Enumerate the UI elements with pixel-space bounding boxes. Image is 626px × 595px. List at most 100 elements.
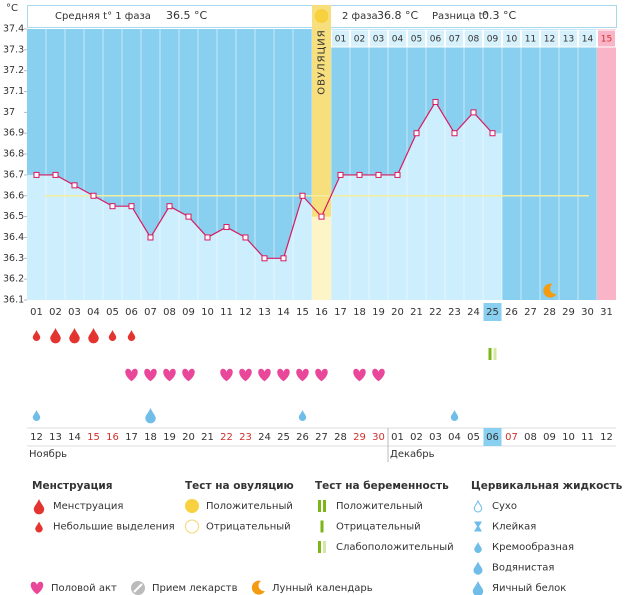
temperature-point bbox=[33, 171, 40, 178]
x-tick-label: 30 bbox=[581, 307, 594, 318]
x-tick-label: 05 bbox=[106, 307, 119, 318]
phase2-day: 03 bbox=[373, 35, 384, 45]
temperature-point bbox=[299, 192, 306, 199]
phase2-day-box bbox=[597, 29, 616, 48]
temperature-point bbox=[147, 234, 154, 241]
temperature-point bbox=[432, 98, 439, 105]
x-tick-label: 09 bbox=[182, 307, 195, 318]
drop-icon bbox=[33, 499, 45, 515]
legend-label: Яичный белок bbox=[492, 583, 566, 594]
x-tick-label: 07 bbox=[144, 307, 157, 318]
heart-icon bbox=[163, 368, 176, 382]
x-tick-label: 04 bbox=[87, 307, 100, 318]
temperature-point bbox=[71, 182, 78, 189]
bar-icon bbox=[318, 541, 321, 553]
date-label: 16 bbox=[106, 432, 119, 443]
x-tick-label: 31 bbox=[600, 307, 613, 318]
legend-label: Сухо bbox=[492, 501, 517, 512]
date-label: 24 bbox=[258, 432, 271, 443]
x-tick-label: 26 bbox=[505, 307, 518, 318]
temperature-point bbox=[261, 255, 268, 262]
y-tick-label: 37.3 bbox=[3, 44, 24, 55]
x-tick-label: 20 bbox=[391, 307, 404, 318]
y-tick-label: 37 bbox=[3, 107, 15, 118]
drop-icon bbox=[298, 410, 307, 421]
x-tick-label: 25 bbox=[486, 307, 499, 318]
x-tick-label: 10 bbox=[201, 307, 214, 318]
x-tick-label: 27 bbox=[524, 307, 537, 318]
temperature-point bbox=[166, 203, 173, 210]
temperature-point bbox=[375, 171, 382, 178]
x-tick-label: 14 bbox=[277, 307, 290, 318]
heart-icon bbox=[353, 368, 366, 382]
x-tick-label: 18 bbox=[353, 307, 366, 318]
drop-icon bbox=[32, 410, 41, 421]
legend-title: Менструация bbox=[32, 480, 112, 492]
moon-icon bbox=[251, 580, 265, 595]
drop-icon bbox=[473, 561, 483, 575]
temperature-point bbox=[223, 224, 230, 231]
legend-label: Половой акт bbox=[51, 583, 117, 594]
temperature-point bbox=[280, 255, 287, 262]
hourglass-icon bbox=[474, 521, 482, 532]
phase2-label: 2 фаза bbox=[342, 11, 378, 22]
legend-title: Тест на овуляцию bbox=[185, 480, 294, 492]
x-tick-label: 24 bbox=[467, 307, 480, 318]
drop-icon bbox=[145, 408, 156, 424]
legend-label: Клейкая bbox=[492, 522, 536, 533]
phase2-day: 01 bbox=[335, 35, 346, 45]
x-tick-label: 21 bbox=[410, 307, 423, 318]
date-label: 10 bbox=[562, 432, 575, 443]
bar-icon bbox=[488, 348, 492, 360]
highlight-box bbox=[483, 303, 502, 321]
drop-icon bbox=[35, 521, 43, 533]
today-box bbox=[483, 428, 502, 446]
phase2-day: 02 bbox=[354, 35, 365, 45]
moon-icon bbox=[543, 283, 557, 298]
heart-icon bbox=[296, 368, 309, 382]
date-label: 12 bbox=[30, 432, 43, 443]
y-tick-label: 36.4 bbox=[3, 232, 24, 243]
phase2-day-box bbox=[464, 29, 483, 48]
phase2-day-box bbox=[559, 29, 578, 48]
phase2-day: 04 bbox=[392, 35, 404, 45]
x-tick-label: 19 bbox=[372, 307, 385, 318]
date-label: 26 bbox=[296, 432, 309, 443]
temperature-area-edge bbox=[27, 174, 37, 300]
legend-label: Лунный календарь bbox=[272, 583, 373, 594]
phase2-day-box bbox=[369, 29, 388, 48]
y-tick-label: 36.8 bbox=[3, 149, 24, 160]
x-tick-label: 28 bbox=[543, 307, 556, 318]
drop-icon bbox=[473, 499, 483, 513]
circle-icon bbox=[185, 499, 199, 513]
heart-icon bbox=[220, 368, 233, 382]
temperature-area bbox=[36, 101, 493, 300]
date-label: 05 bbox=[467, 432, 480, 443]
heart-icon bbox=[30, 581, 44, 595]
temperature-point bbox=[185, 213, 192, 220]
temperature-point bbox=[413, 130, 420, 137]
phase2-day-box bbox=[426, 29, 445, 48]
legend-label: Отрицательный bbox=[206, 522, 291, 533]
month-label: Декабрь bbox=[390, 449, 435, 460]
y-tick-label: 37.2 bbox=[3, 65, 24, 76]
heart-icon bbox=[315, 368, 328, 382]
legend-label: Небольшие выделения bbox=[53, 522, 175, 533]
drop-icon bbox=[472, 581, 484, 595]
x-tick-label: 22 bbox=[429, 307, 442, 318]
phase2-day-box bbox=[445, 29, 464, 48]
x-tick-label: 17 bbox=[334, 307, 347, 318]
phase1-avg: 36.5 °C bbox=[166, 9, 207, 22]
date-label: 02 bbox=[410, 432, 423, 443]
phase1-label: Средняя t° 1 фаза bbox=[55, 11, 151, 22]
drop-icon bbox=[474, 542, 482, 553]
legend-label: Менструация bbox=[53, 501, 123, 512]
phase2-day: 09 bbox=[487, 35, 499, 45]
heart-icon bbox=[182, 368, 195, 382]
x-tick-label: 12 bbox=[239, 307, 252, 318]
y-tick-label: 36.5 bbox=[3, 211, 24, 222]
y-tick-label: 36.1 bbox=[3, 295, 24, 306]
date-label: 04 bbox=[448, 432, 461, 443]
date-label: 30 bbox=[372, 432, 385, 443]
